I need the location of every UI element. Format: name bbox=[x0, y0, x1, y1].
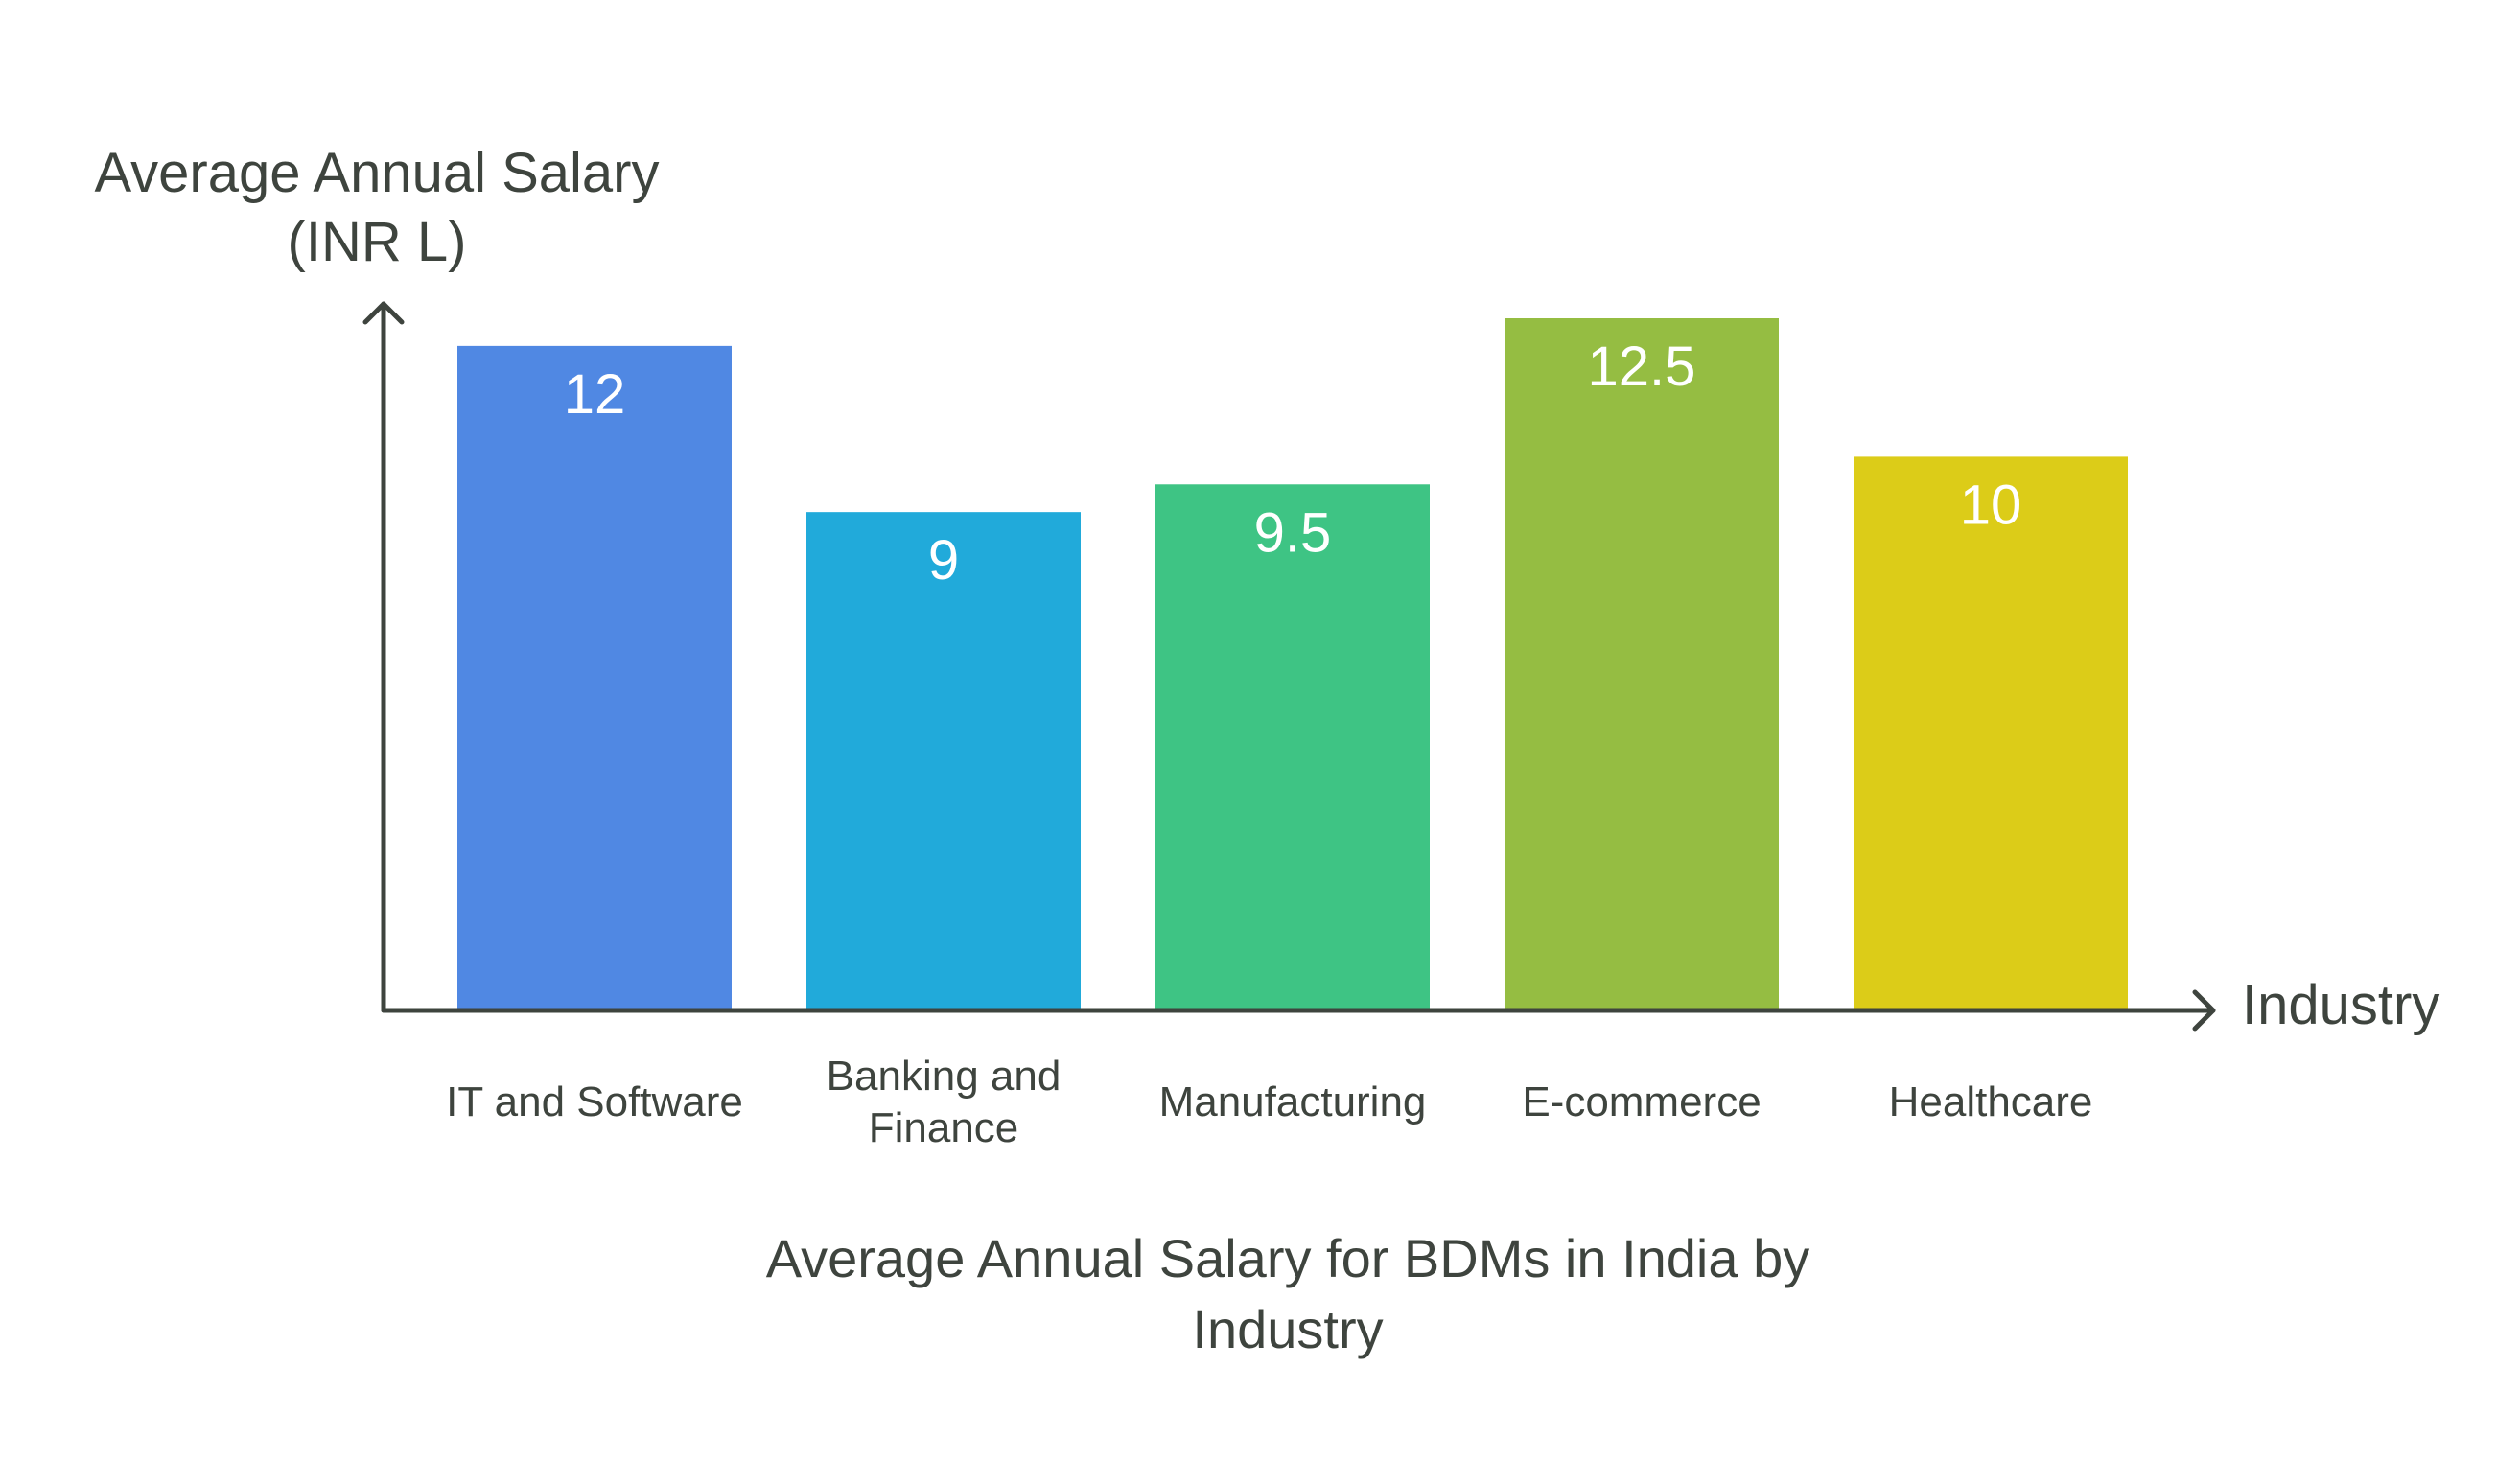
bar-value-label: 12 bbox=[564, 363, 626, 426]
chart-title: Average Annual Salary for BDMs in India … bbox=[766, 1228, 1809, 1359]
y-axis-arrowhead bbox=[362, 301, 405, 325]
category-label: Banking and Finance bbox=[827, 1053, 1062, 1151]
category-labels: IT and Software Banking and Finance Manufac… bbox=[446, 1053, 2092, 1151]
bar-value-label: 9.5 bbox=[1254, 501, 1332, 564]
chart-title-line: Industry bbox=[1192, 1299, 1383, 1359]
bar bbox=[1155, 484, 1430, 1010]
x-axis-label: Industry bbox=[2242, 974, 2439, 1036]
y-axis-label-line: (INR L) bbox=[288, 211, 467, 273]
y-axis-label-line: Average Annual Salary bbox=[94, 142, 659, 204]
category-label: Healthcare bbox=[1889, 1078, 2093, 1125]
bar bbox=[806, 512, 1081, 1010]
bar-value-label: 9 bbox=[928, 529, 959, 591]
bar bbox=[457, 345, 732, 1010]
category-label: IT and Software bbox=[446, 1078, 743, 1125]
bars-group: 12 9 9.5 12.5 10 bbox=[457, 318, 2128, 1010]
y-axis-label: Average Annual Salary (INR L) bbox=[94, 142, 659, 273]
bar bbox=[1505, 318, 1779, 1010]
bar-value-label: 12.5 bbox=[1588, 336, 1696, 398]
axes-group bbox=[362, 301, 2216, 1032]
category-label: E-commerce bbox=[1522, 1078, 1761, 1125]
bar bbox=[1854, 456, 2128, 1010]
x-axis-arrowhead bbox=[2192, 989, 2216, 1032]
category-label: Manufacturing bbox=[1159, 1078, 1427, 1125]
bar-value-label: 10 bbox=[1960, 474, 2022, 536]
chart-title-line: Average Annual Salary for BDMs in India … bbox=[766, 1228, 1809, 1288]
